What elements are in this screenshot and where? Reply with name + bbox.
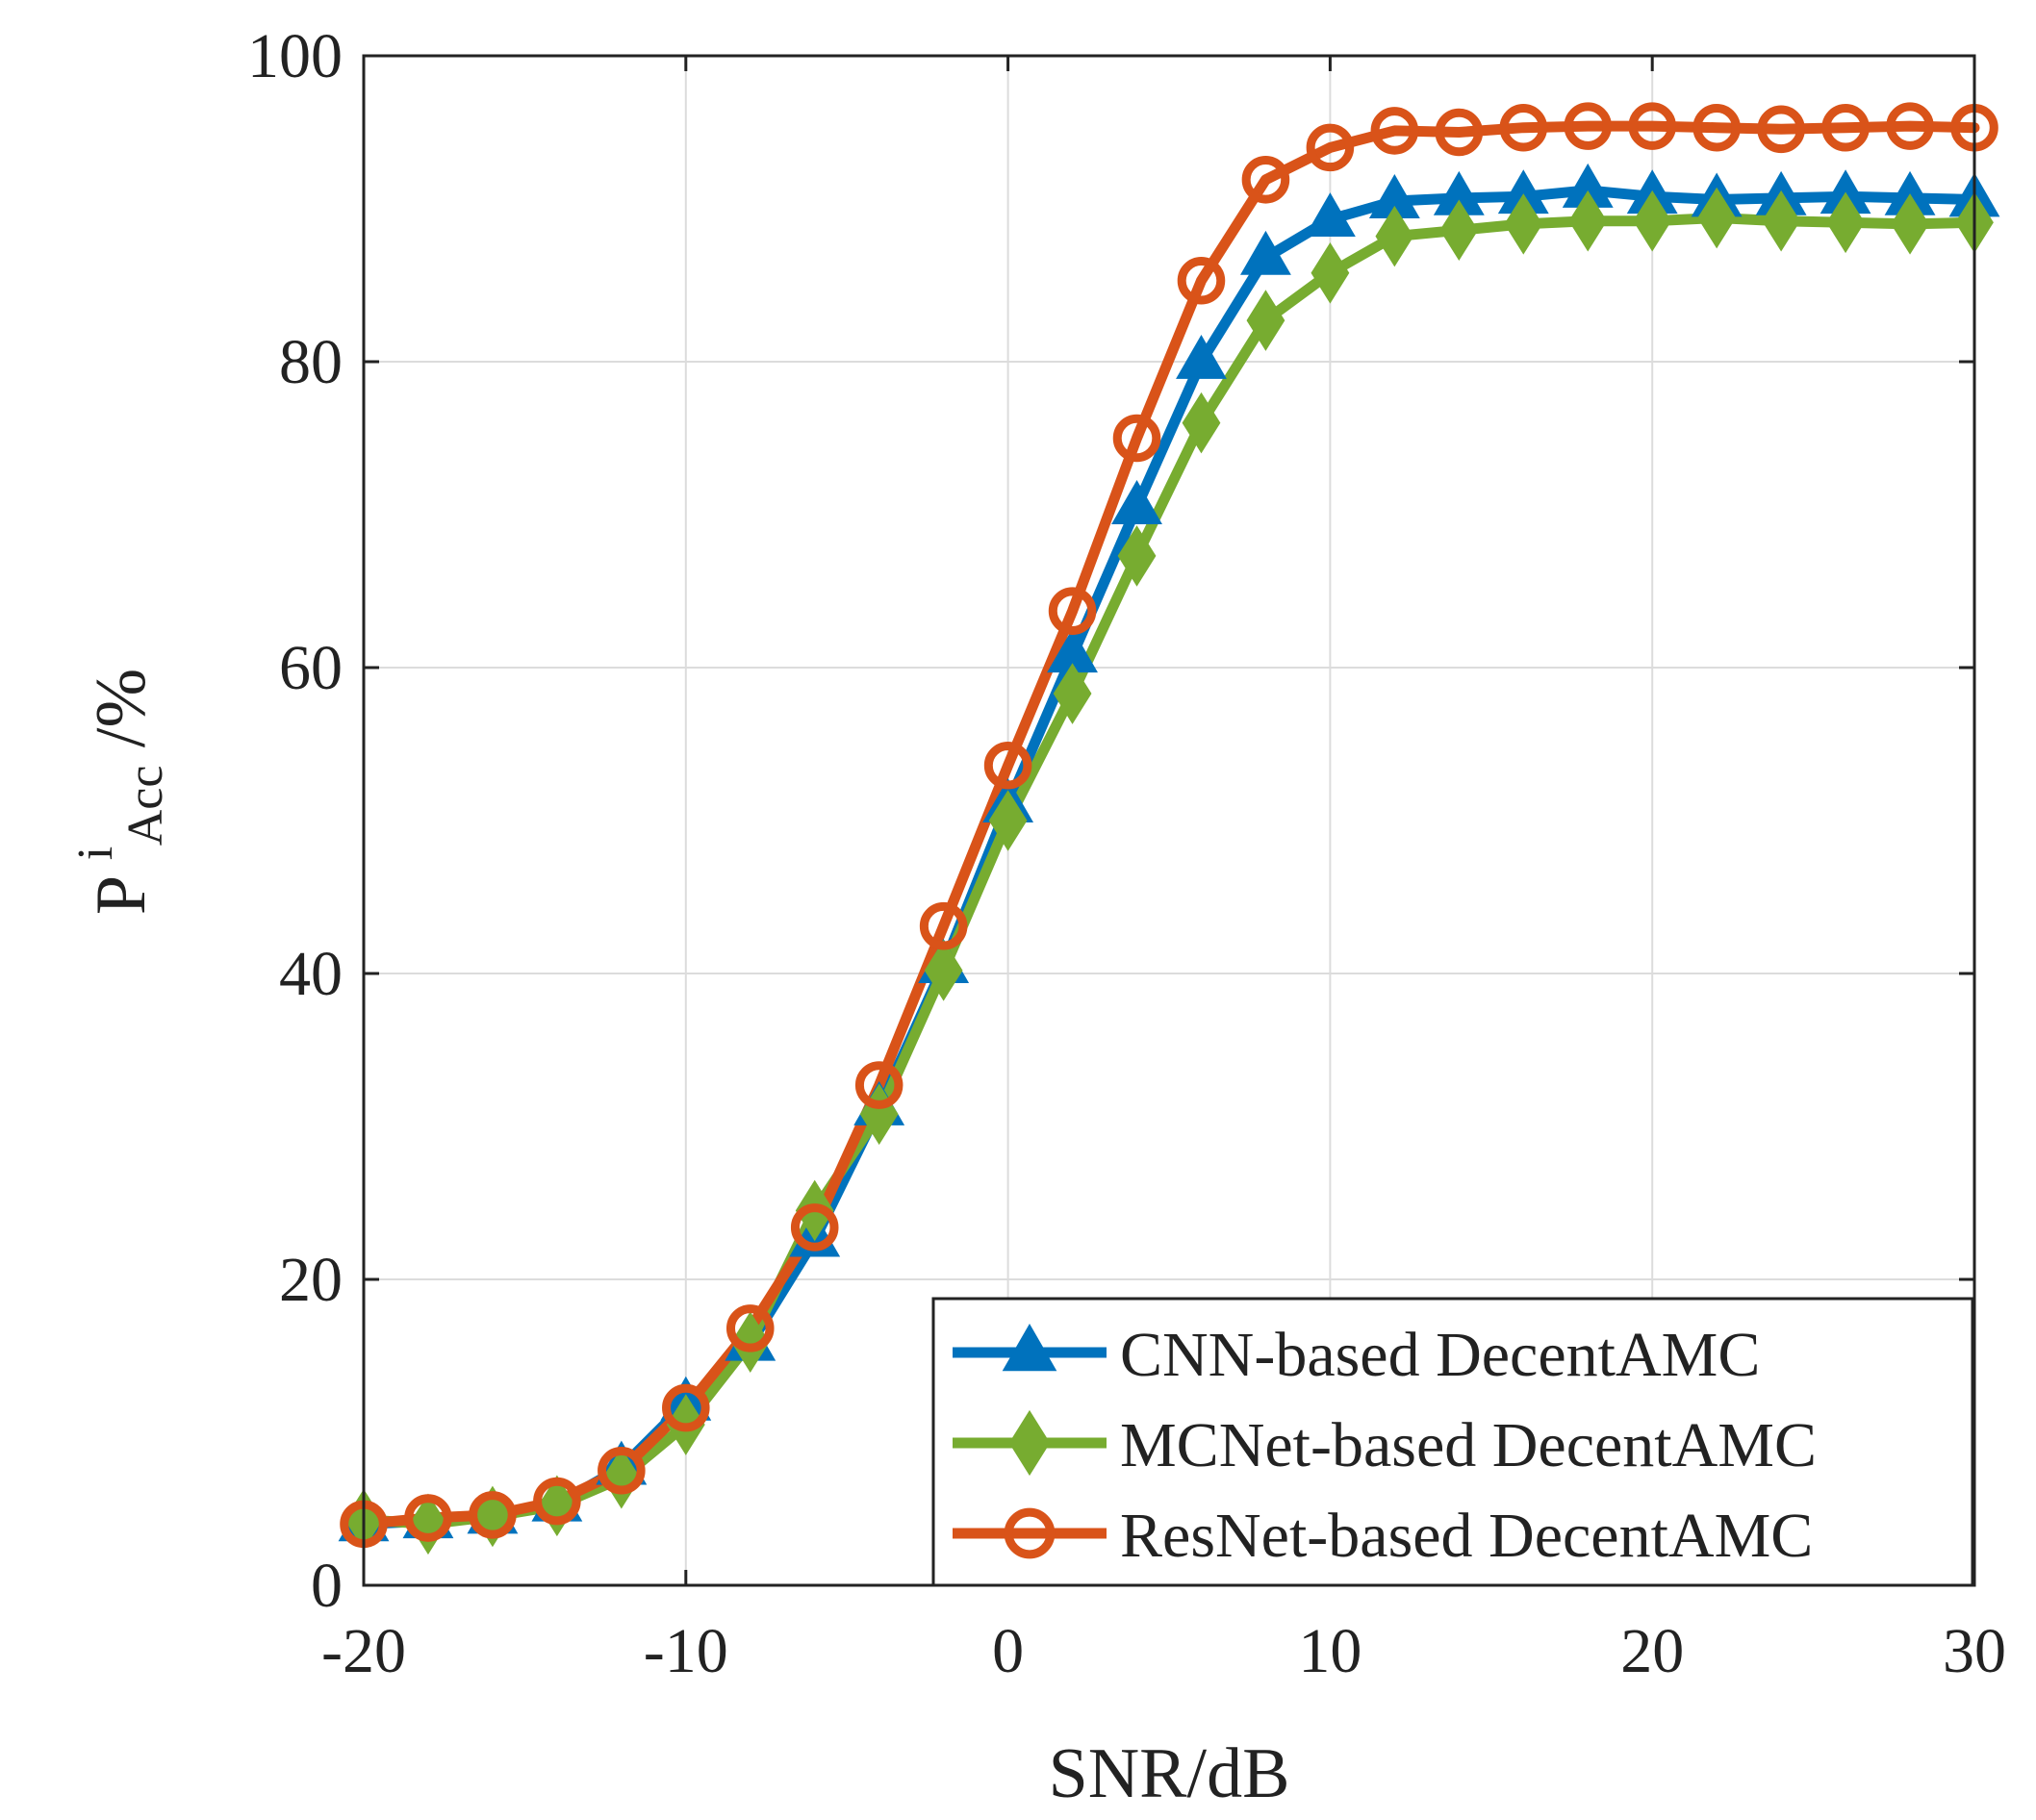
data-point-triangle xyxy=(1240,230,1291,275)
data-point-diamond xyxy=(988,790,1028,851)
data-point-circle xyxy=(469,1491,517,1539)
data-point-circle xyxy=(1757,105,1805,154)
x-tick-label: -10 xyxy=(644,1616,728,1686)
data-point-diamond xyxy=(1053,663,1092,724)
y-axis-label: P i Acc /% xyxy=(49,669,178,915)
data-point-circle xyxy=(725,1304,775,1352)
data-point-diamond xyxy=(1697,187,1737,249)
data-point-diamond xyxy=(1375,205,1414,267)
data-point-diamond xyxy=(1891,193,1929,255)
data-point-circle xyxy=(404,1494,452,1542)
triangle-marker-icon xyxy=(1002,1323,1057,1372)
x-tick-label: 0 xyxy=(992,1616,1024,1686)
x-tick-label: 10 xyxy=(1298,1616,1362,1686)
legend-label: ResNet-based DecentAMC xyxy=(1120,1501,1813,1571)
data-point-diamond xyxy=(537,1475,576,1537)
data-point-circle xyxy=(1435,108,1484,157)
data-point-diamond xyxy=(1504,193,1543,255)
data-point-circle xyxy=(1821,103,1870,152)
x-tick-label: 20 xyxy=(1620,1616,1684,1686)
data-point-diamond xyxy=(1762,190,1801,252)
y-axis-label-superscript: i xyxy=(68,847,123,860)
y-axis-label-suffix: /% xyxy=(82,669,161,747)
axis-ticks: -20 -10 0 10 20 30 0 20 40 60 80 100 xyxy=(247,21,2006,1686)
data-point-circle xyxy=(1370,107,1419,155)
y-tick-label: 80 xyxy=(279,327,343,397)
data-point-circle xyxy=(1564,102,1613,150)
legend-label: MCNet-based DecentAMC xyxy=(1120,1410,1817,1480)
data-point-circle xyxy=(919,901,968,950)
data-point-circle xyxy=(854,1061,903,1109)
y-tick-label: 0 xyxy=(311,1551,343,1621)
data-point-diamond xyxy=(924,940,963,1001)
data-point-diamond xyxy=(1568,190,1608,252)
data-point-circle xyxy=(1177,256,1226,305)
data-point-circle xyxy=(1628,102,1676,150)
data-point-circle xyxy=(790,1203,839,1251)
data-point-circle xyxy=(1241,156,1290,204)
data-point-diamond xyxy=(730,1311,770,1373)
y-axis-label-subscript: Acc xyxy=(118,766,173,847)
data-point-circle xyxy=(662,1383,710,1432)
data-point-diamond xyxy=(1633,190,1672,252)
data-point-circle xyxy=(1306,123,1355,172)
grid xyxy=(364,56,1974,1585)
x-axis-label: SNR/dB xyxy=(1049,1734,1290,1813)
x-tick-label: -20 xyxy=(321,1616,406,1686)
data-point-diamond xyxy=(1117,525,1157,587)
data-point-circle xyxy=(1886,102,1934,150)
data-point-diamond xyxy=(1246,290,1285,351)
data-point-diamond xyxy=(1439,199,1479,262)
data-point-diamond xyxy=(601,1447,641,1509)
data-point-circle xyxy=(1692,103,1741,152)
data-point-circle xyxy=(533,1477,581,1526)
y-tick-label: 20 xyxy=(279,1245,343,1315)
svg-text:P i Acc: P i Acc /% xyxy=(49,669,178,915)
data-point-circle xyxy=(1112,414,1161,463)
data-point-diamond xyxy=(1826,191,1865,254)
data-point-circle xyxy=(598,1446,646,1495)
circle-marker-icon xyxy=(1004,1507,1056,1559)
diamond-marker-icon xyxy=(1008,1409,1051,1477)
y-axis-label-main: P xyxy=(82,877,161,915)
y-tick-label: 60 xyxy=(279,633,343,703)
data-point-circle xyxy=(983,741,1032,790)
legend: CNN-based DecentAMC MCNet-based DecentAMC… xyxy=(931,1297,1974,1587)
data-point-diamond xyxy=(409,1493,447,1555)
x-tick-label: 30 xyxy=(1943,1616,2006,1686)
data-point-diamond xyxy=(1182,392,1221,454)
data-point-circle xyxy=(1048,587,1097,635)
legend-label: CNN-based DecentAMC xyxy=(1120,1320,1760,1390)
data-point-triangle xyxy=(1304,192,1356,238)
y-tick-label: 40 xyxy=(279,939,343,1009)
data-point-triangle xyxy=(1111,480,1162,524)
data-point-triangle xyxy=(1176,334,1227,379)
data-point-circle xyxy=(1499,103,1548,152)
y-tick-label: 100 xyxy=(247,21,343,91)
data-point-diamond xyxy=(1311,241,1350,304)
data-point-diamond xyxy=(473,1485,512,1548)
